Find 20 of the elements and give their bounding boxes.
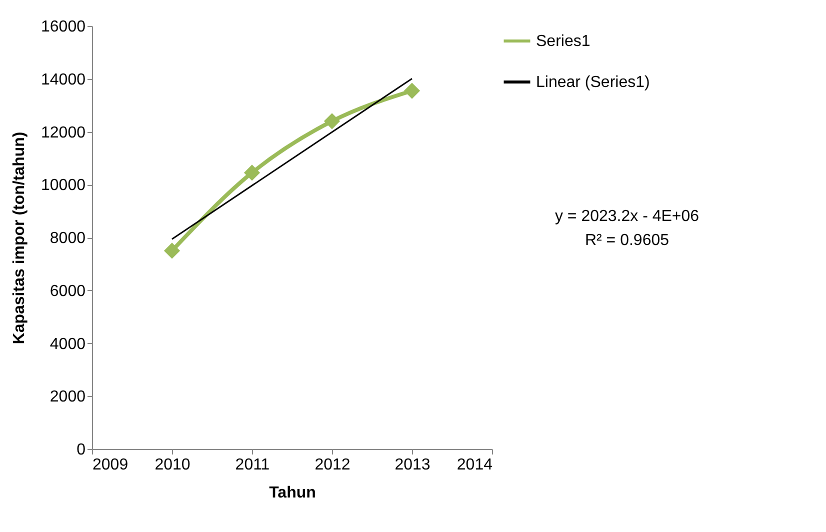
- y-tick-label: 8000: [50, 230, 86, 247]
- x-axis-title: Tahun: [269, 484, 316, 502]
- y-tick-label: 14000: [41, 71, 86, 88]
- x-tick-label: 2009: [92, 456, 128, 474]
- y-axis-title: Kapasitas impor (ton/tahun): [11, 132, 28, 344]
- x-tick-label: 2010: [154, 456, 190, 474]
- y-tick-label: 12000: [41, 124, 86, 142]
- x-tick-label: 2014: [456, 456, 493, 474]
- legend-label: Series1: [536, 33, 590, 50]
- x-tick-label: 2011: [235, 456, 270, 474]
- y-tick-label: 16000: [41, 18, 86, 36]
- legend-label: Linear (Series1): [536, 74, 650, 91]
- y-tick-label: 0: [76, 442, 86, 458]
- y-tick-label: 4000: [50, 336, 86, 353]
- x-tick-label: 2013: [394, 456, 430, 474]
- y-tick-label: 10000: [41, 177, 86, 194]
- y-tick-label: 6000: [50, 282, 86, 300]
- text: y = 2023.2x - 4E+06 R² = 0.9605: [554, 208, 700, 249]
- y-tick-label: 2000: [50, 388, 86, 406]
- x-tick-label: 2012: [314, 456, 350, 474]
